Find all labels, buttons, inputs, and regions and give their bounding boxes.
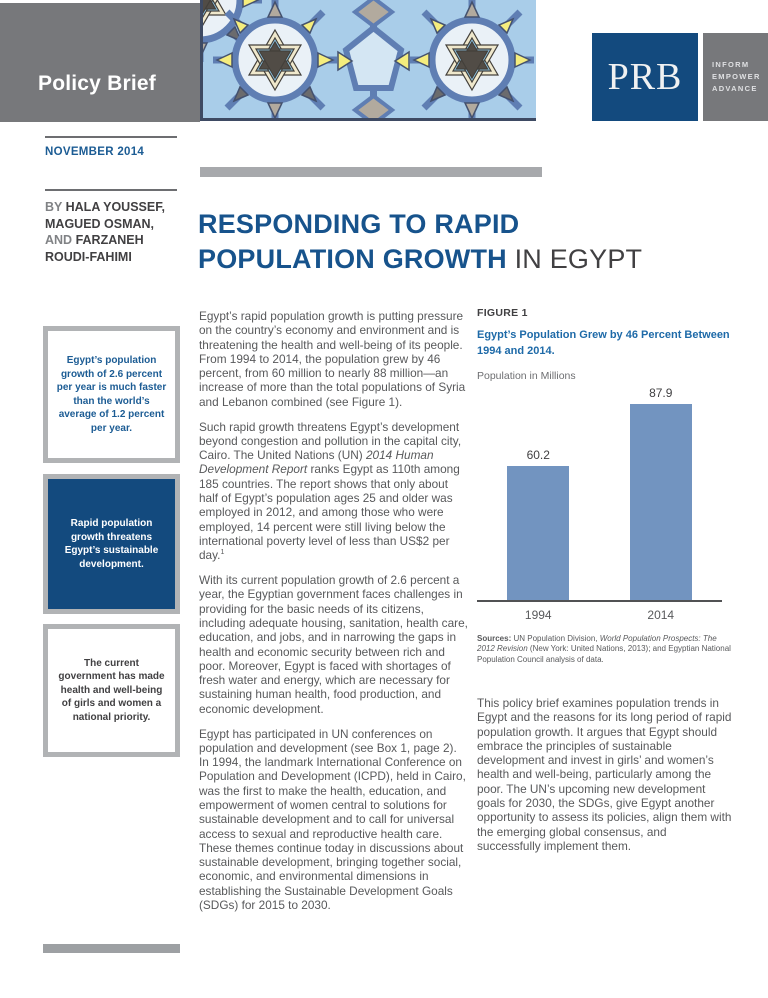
callout-box-priority: The current government has made health a… [43,624,180,757]
paragraph-3: With its current population growth of 2.… [199,573,468,716]
population-bar-chart: 60.2 87.9 1994 2014 [477,386,722,628]
byline-prefix: BY [45,200,63,214]
author-name: HALA YOUSSEF, [65,200,165,214]
page-title: RESPONDING TO RAPID POPULATION GROWTH IN… [198,207,668,277]
paragraph-2-lead: Such rapid growth threatens Egypt’s deve… [199,419,462,463]
callout-box-partial-edge [43,944,180,953]
byline-conjunction: AND [45,233,73,247]
chart-plot-area: 60.2 87.9 [477,386,722,602]
paragraph-2-rest: ranks Egypt as 110th among 185 countries… [199,462,460,563]
sources-italic-title: World Population Prospects: The 2012 Rev… [477,634,717,654]
prb-logo-text: PRB [607,56,683,98]
body-column-right: This policy brief examines population tr… [477,696,733,853]
header-gray-bar [0,3,200,122]
figure-caption-line2: 1994 and 2014. [477,345,555,357]
callout-box-threat: Rapid population growth threatens Egypt’… [43,474,180,614]
callout-text: Egypt’s population growth of 2.6 percent… [56,355,167,434]
footnote-marker: 1 [220,549,225,557]
title-line1: RESPONDING TO RAPID [198,209,520,239]
prb-logo-box: PRB [592,33,698,121]
title-line2-strong: POPULATION GROWTH [198,244,507,274]
sources-text: (New York: United Nations, 2013); and Eg… [477,644,731,664]
bar-value-label: 60.2 [526,448,550,462]
sources-text: UN Population Division, [511,634,600,643]
pattern-svg [200,0,536,121]
chart-x-axis-labels: 1994 2014 [477,608,722,628]
body-column-left: Egypt’s rapid population growth is putti… [199,309,469,923]
bar-1994 [507,466,570,600]
callout-box-growth-rate: Egypt’s population growth of 2.6 percent… [43,326,180,463]
prb-tagline-box: INFORM EMPOWER ADVANCE [703,33,768,121]
sidebar-divider-top [45,136,177,138]
figure-caption-line1: Egypt’s Population Grew by 46 Percent Be… [477,329,730,341]
bar-group-2014: 87.9 [629,386,692,600]
figure-1: FIGURE 1 Egypt’s Population Grew by 46 P… [477,307,730,628]
x-tick-2014: 2014 [647,608,675,622]
byline-line: MAGUED OSMAN, [45,216,190,233]
figure-caption: Egypt’s Population Grew by 46 Percent Be… [477,327,730,359]
byline-line: ROUDI-FAHIMI [45,249,190,266]
byline: BY HALA YOUSSEF, MAGUED OSMAN, AND FARZA… [45,199,190,265]
tagline-advance: ADVANCE [712,84,758,93]
sources-label: Sources: [477,634,512,643]
byline-line: BY HALA YOUSSEF, [45,199,190,216]
author-name: MAGUED OSMAN, [45,216,155,231]
closing-paragraph: This policy brief examines population tr… [477,696,732,853]
tagline-empower: EMPOWER [712,72,761,81]
byline-line: AND FARZANEH [45,232,190,249]
figure-sources: Sources: UN Population Division, World P… [477,634,731,665]
paragraph-4: Egypt has participated in UN conferences… [199,726,466,913]
paragraph-2: Such rapid growth threatens Egypt’s deve… [199,420,469,563]
islamic-geometric-pattern-art [200,0,536,121]
callout-text: The current government has made health a… [58,657,165,723]
issue-date: NOVEMBER 2014 [45,146,145,158]
figure-label: FIGURE 1 [477,307,528,319]
author-name: FARZANEH [75,233,144,247]
tagline-inform: INFORM [712,60,750,69]
author-name: ROUDI-FAHIMI [45,249,132,264]
report-title-italic: 2014 Human Development Report [199,448,434,477]
sidebar-divider-byline [45,189,177,191]
bar-value-label: 87.9 [649,386,673,400]
figure-units-note: Population in Millions [477,370,576,382]
callout-text: Rapid population growth threatens Egypt’… [64,518,159,570]
bar-group-1994: 60.2 [507,448,570,600]
paragraph-1: Egypt’s rapid population growth is putti… [199,309,466,409]
brief-type-label: Policy Brief [38,72,156,95]
x-tick-1994: 1994 [524,608,552,622]
title-line2-normal: IN EGYPT [514,244,643,274]
bar-2014 [629,404,692,600]
title-accent-bar [200,167,542,177]
